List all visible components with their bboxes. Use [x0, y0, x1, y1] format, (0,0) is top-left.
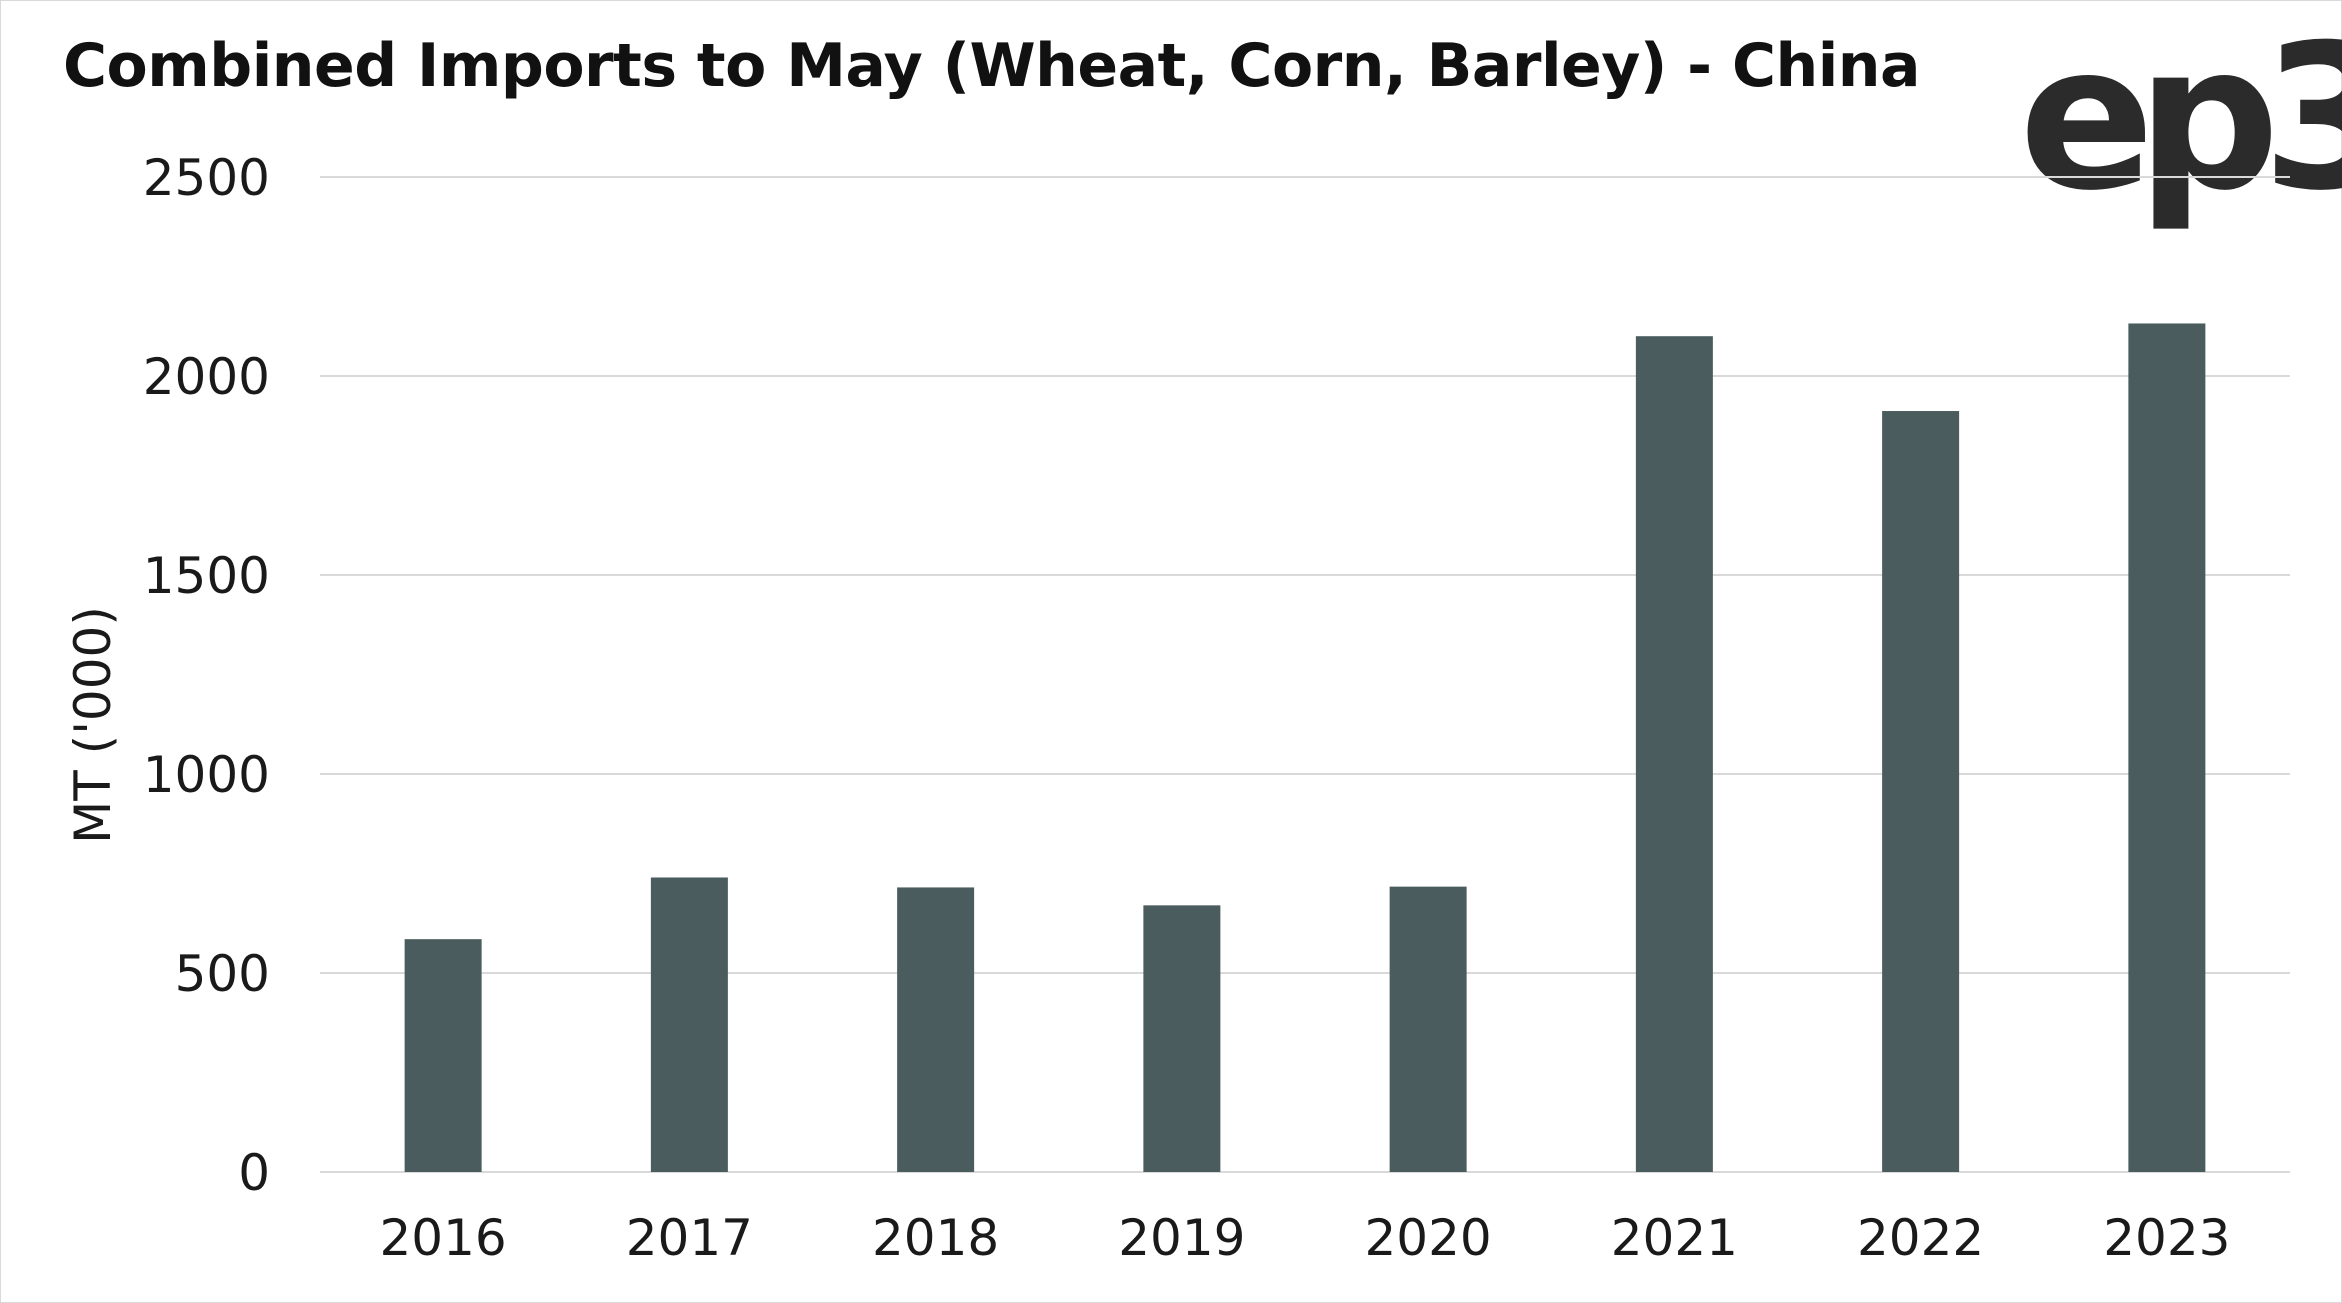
y-axis-ticks: 0 500 1000 1500 2000 2500 — [143, 149, 270, 1202]
x-tick-label: 2020 — [1365, 1209, 1492, 1267]
bar-2017 — [650, 877, 728, 1172]
y-tick-label: 1500 — [143, 547, 270, 605]
y-tick-label: 500 — [175, 945, 270, 1003]
ep3-logo: ep3 — [2019, 2, 2342, 235]
x-tick-label: 2021 — [1611, 1209, 1738, 1267]
chart-title: Combined Imports to May (Wheat, Corn, Ba… — [63, 31, 1920, 101]
y-axis-title: MT ('000) — [64, 606, 122, 844]
y-tick-label: 1000 — [143, 746, 270, 804]
bar-2021 — [1635, 336, 1713, 1172]
y-tick-label: 2000 — [143, 348, 270, 406]
bar-2022 — [1882, 411, 1960, 1172]
y-tick-label: 0 — [238, 1144, 270, 1202]
x-tick-label: 2023 — [2103, 1209, 2230, 1267]
bars — [404, 323, 2206, 1172]
y-tick-label: 2500 — [143, 149, 270, 207]
bar-2016 — [404, 939, 482, 1172]
gridlines — [320, 176, 2290, 1173]
bar-2019 — [1143, 905, 1221, 1172]
bar-2023 — [2128, 323, 2206, 1172]
bar-2018 — [897, 887, 975, 1172]
bar-2020 — [1389, 886, 1467, 1172]
x-tick-label: 2018 — [872, 1209, 999, 1267]
x-tick-label: 2022 — [1857, 1209, 1984, 1267]
x-axis-ticks: 2016 2017 2018 2019 2020 2021 2022 2023 — [380, 1209, 2231, 1267]
x-tick-label: 2016 — [380, 1209, 507, 1267]
x-tick-label: 2017 — [626, 1209, 753, 1267]
x-tick-label: 2019 — [1118, 1209, 1245, 1267]
